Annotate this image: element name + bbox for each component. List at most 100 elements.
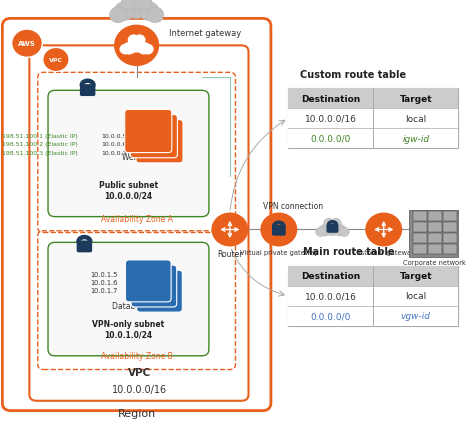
Text: Target: Target xyxy=(400,95,432,104)
Circle shape xyxy=(43,49,69,72)
Text: 10.0.0.0/16: 10.0.0.0/16 xyxy=(305,114,356,123)
Circle shape xyxy=(137,43,150,55)
Circle shape xyxy=(146,8,164,24)
Bar xyxy=(288,266,458,286)
Text: vgw-id: vgw-id xyxy=(401,312,431,321)
FancyBboxPatch shape xyxy=(80,85,95,97)
Text: Internet gateway: Internet gateway xyxy=(169,29,242,38)
Circle shape xyxy=(324,221,341,236)
Text: VPN-only subnet
10.0.1.0/24: VPN-only subnet 10.0.1.0/24 xyxy=(92,319,164,339)
Bar xyxy=(413,223,427,233)
FancyBboxPatch shape xyxy=(48,243,209,356)
Bar xyxy=(288,89,458,149)
Text: Public subnet
10.0.0.0/24: Public subnet 10.0.0.0/24 xyxy=(99,181,158,200)
Circle shape xyxy=(12,30,42,58)
Bar xyxy=(443,212,456,222)
Circle shape xyxy=(365,213,402,247)
Bar xyxy=(428,223,442,233)
Text: Main route table: Main route table xyxy=(303,247,394,257)
Text: 10.0.1.6: 10.0.1.6 xyxy=(90,280,118,286)
Circle shape xyxy=(128,35,139,46)
Bar xyxy=(428,212,442,222)
Text: Availability Zone B: Availability Zone B xyxy=(101,351,173,360)
FancyBboxPatch shape xyxy=(48,91,209,217)
Circle shape xyxy=(139,3,159,22)
Text: 198.51.100.3 (Elastic IP): 198.51.100.3 (Elastic IP) xyxy=(2,150,78,156)
FancyBboxPatch shape xyxy=(136,120,183,163)
Text: Router: Router xyxy=(217,249,243,258)
FancyBboxPatch shape xyxy=(125,110,172,153)
Bar xyxy=(443,223,456,233)
FancyBboxPatch shape xyxy=(130,115,177,158)
FancyBboxPatch shape xyxy=(131,265,177,307)
Circle shape xyxy=(114,25,159,67)
Text: 10.0.0.5: 10.0.0.5 xyxy=(101,133,127,138)
Bar xyxy=(443,233,456,243)
Text: 198.51.100.2 (Elastic IP): 198.51.100.2 (Elastic IP) xyxy=(2,142,78,147)
Text: AWS: AWS xyxy=(18,41,36,47)
Text: Web servers: Web servers xyxy=(122,153,170,162)
Bar xyxy=(288,286,458,306)
Circle shape xyxy=(211,213,248,247)
Bar xyxy=(288,89,458,109)
Text: 10.0.0.6: 10.0.0.6 xyxy=(101,142,127,147)
Text: 10.0.0.0/16: 10.0.0.0/16 xyxy=(112,384,167,394)
Circle shape xyxy=(109,8,127,24)
Bar xyxy=(413,244,427,254)
Circle shape xyxy=(123,43,136,55)
Circle shape xyxy=(121,0,140,11)
Bar xyxy=(413,233,427,243)
Text: Virtual private gateway: Virtual private gateway xyxy=(240,249,318,255)
Text: Customer gateway: Customer gateway xyxy=(352,249,415,255)
Circle shape xyxy=(120,45,131,55)
Text: Availability Zone A: Availability Zone A xyxy=(100,215,173,224)
FancyBboxPatch shape xyxy=(126,260,171,302)
Bar xyxy=(428,244,442,254)
FancyBboxPatch shape xyxy=(77,241,92,253)
FancyBboxPatch shape xyxy=(137,270,182,313)
Text: local: local xyxy=(405,114,427,123)
Bar xyxy=(288,109,458,129)
Text: igw-id: igw-id xyxy=(402,134,429,143)
Text: Destination: Destination xyxy=(301,272,360,281)
Text: Custom route table: Custom route table xyxy=(301,70,407,80)
Circle shape xyxy=(330,219,341,229)
Circle shape xyxy=(339,227,349,237)
Text: Target: Target xyxy=(400,272,432,281)
FancyBboxPatch shape xyxy=(327,224,338,233)
Text: 10.0.1.5: 10.0.1.5 xyxy=(90,272,118,278)
Text: 10.0.0.7: 10.0.0.7 xyxy=(101,150,127,156)
Text: 10.0.1.7: 10.0.1.7 xyxy=(90,287,118,293)
Text: 10.0.0.0/16: 10.0.0.0/16 xyxy=(305,292,356,301)
Circle shape xyxy=(128,37,146,53)
Circle shape xyxy=(134,0,152,11)
Text: VPN connection: VPN connection xyxy=(263,202,323,211)
Circle shape xyxy=(142,45,154,55)
Text: 0.0.0.0/0: 0.0.0.0/0 xyxy=(310,134,351,143)
Circle shape xyxy=(123,0,150,20)
Text: 198.51.100.1 (Elastic IP): 198.51.100.1 (Elastic IP) xyxy=(2,133,78,138)
Bar xyxy=(288,266,458,326)
Text: Destination: Destination xyxy=(301,95,360,104)
Bar xyxy=(413,212,427,222)
Circle shape xyxy=(134,35,146,46)
Text: Region: Region xyxy=(118,408,156,418)
Circle shape xyxy=(260,213,297,247)
Circle shape xyxy=(316,227,326,237)
Text: VPC: VPC xyxy=(128,367,152,378)
Circle shape xyxy=(334,225,346,237)
Bar xyxy=(288,306,458,326)
Text: VPC: VPC xyxy=(49,58,63,63)
Circle shape xyxy=(324,219,335,229)
Bar xyxy=(288,129,458,149)
Bar xyxy=(443,244,456,254)
Text: Corporate network: Corporate network xyxy=(403,260,465,266)
Bar xyxy=(410,211,458,258)
Text: local: local xyxy=(405,292,427,301)
FancyBboxPatch shape xyxy=(272,225,286,236)
Text: Database servers: Database servers xyxy=(112,302,180,311)
Text: 0.0.0.0/0: 0.0.0.0/0 xyxy=(310,312,351,321)
Circle shape xyxy=(319,225,331,237)
Bar xyxy=(428,233,442,243)
Circle shape xyxy=(114,3,135,22)
